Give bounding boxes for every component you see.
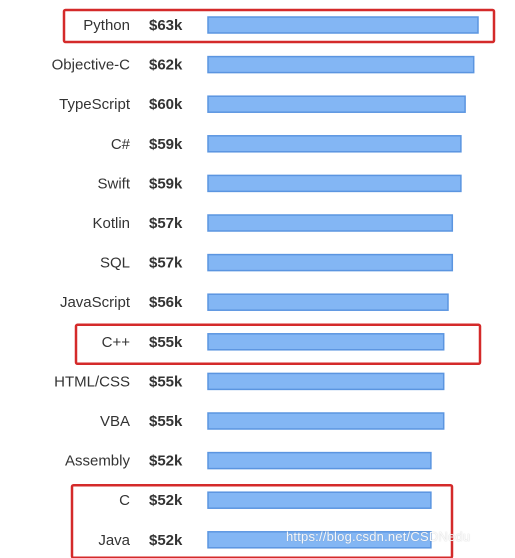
category-label-javascript: JavaScript: [60, 294, 131, 311]
category-label-cplusplus: C++: [102, 334, 131, 351]
chart-row-javascript: JavaScript $56k: [60, 293, 449, 311]
chart-row-cplusplus: C++ $55k: [102, 333, 445, 351]
category-label-kotlin: Kotlin: [92, 215, 130, 232]
category-label-typescript: TypeScript: [59, 96, 131, 113]
category-label-html-css: HTML/CSS: [54, 373, 130, 390]
bar-sql: [207, 253, 454, 272]
chart-row-swift: Swift $59k: [97, 174, 462, 193]
category-label-swift: Swift: [97, 175, 130, 192]
value-label-sql: $57k: [149, 255, 183, 272]
bar-csharp: [207, 135, 462, 153]
value-label-python: $63k: [149, 17, 183, 34]
chart-row-python: Python $63k: [83, 16, 479, 34]
bar-c: [207, 491, 432, 509]
bar-kotlin: [207, 214, 454, 232]
bar-html-css: [207, 372, 445, 391]
chart-row-java: Java $52k: [98, 531, 432, 549]
chart-row-csharp: C# $59k: [111, 135, 462, 153]
highlight-boxes: [62, 8, 496, 558]
chart-row-html-css: HTML/CSS $55k: [54, 372, 445, 391]
chart-row-typescript: TypeScript $60k: [59, 95, 466, 113]
chart-row-vba: VBA $55k: [100, 412, 445, 430]
bar-java: [207, 531, 432, 549]
bar-vba: [207, 412, 445, 430]
bar-objective-c: [207, 55, 475, 74]
value-label-csharp: $59k: [149, 136, 183, 153]
chart-row-objective-c: Objective-C $62k: [52, 55, 475, 74]
value-label-java: $52k: [149, 532, 183, 549]
category-label-assembly: Assembly: [65, 453, 131, 470]
category-label-csharp: C#: [111, 136, 131, 153]
category-label-sql: SQL: [100, 255, 130, 272]
value-label-objective-c: $62k: [149, 57, 183, 74]
value-label-swift: $59k: [149, 175, 183, 192]
highlight-box-cplusplus: [74, 323, 482, 366]
category-label-vba: VBA: [100, 413, 130, 430]
watermark: https://blog.csdn.net/CSDNedu: [286, 529, 471, 544]
chart-rows: Python $63k Objective-C $62k TypeScript $60k C…: [52, 16, 479, 549]
value-label-typescript: $60k: [149, 96, 183, 113]
value-label-assembly: $52k: [149, 453, 183, 470]
value-label-vba: $55k: [149, 413, 183, 430]
category-label-java: Java: [98, 532, 130, 549]
chart-row-kotlin: Kotlin $57k: [92, 214, 454, 232]
chart-row-sql: SQL $57k: [100, 253, 454, 272]
value-label-cplusplus: $55k: [149, 334, 183, 351]
category-label-python: Python: [83, 17, 130, 34]
bar-python: [207, 16, 479, 34]
bar-cplusplus: [207, 333, 445, 351]
value-label-html-css: $55k: [149, 373, 183, 390]
category-label-c: C: [119, 492, 130, 509]
bar-swift: [207, 174, 462, 193]
highlight-box-python: [62, 8, 496, 44]
value-label-javascript: $56k: [149, 294, 183, 311]
chart-row-c: C $52k: [119, 491, 432, 509]
bar-assembly: [207, 451, 432, 470]
value-label-kotlin: $57k: [149, 215, 183, 232]
bar-javascript: [207, 293, 449, 311]
bar-typescript: [207, 95, 466, 113]
chart-row-assembly: Assembly $52k: [65, 451, 432, 470]
category-label-objective-c: Objective-C: [52, 57, 131, 74]
value-label-c: $52k: [149, 492, 183, 509]
